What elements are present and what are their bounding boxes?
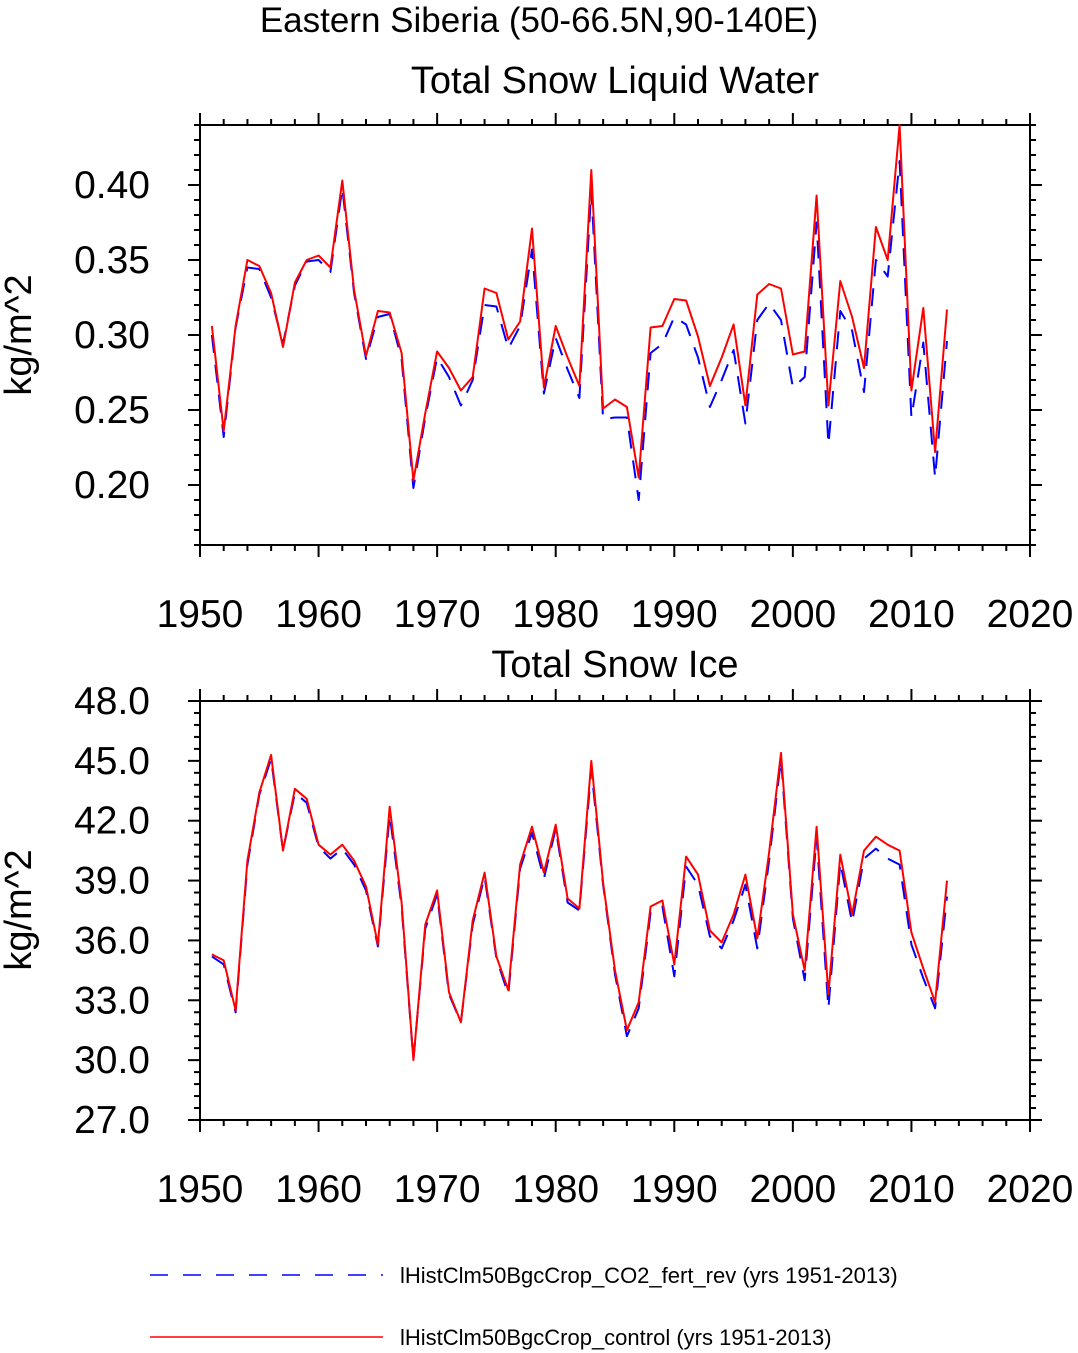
- plot-frame: [199, 124, 1031, 546]
- x-tick-label: 2010: [868, 1168, 955, 1211]
- y-tick-label: 30.0: [74, 1039, 150, 1082]
- y-tick-label: 39.0: [74, 860, 150, 903]
- x-tick-label: 2000: [749, 593, 836, 636]
- x-tick-label: 1950: [157, 593, 244, 636]
- x-tick-label: 1950: [157, 1168, 244, 1211]
- y-axis: 27.0 30.0 33.0 36.0 39.0 42.0 45.0 48.0: [74, 680, 1042, 1142]
- x-tick-label: 2020: [987, 593, 1074, 636]
- legend-item-co2-fert: lHistClm50BgcCrop_CO2_fert_rev (yrs 1951…: [150, 1263, 898, 1288]
- plot-frame: [199, 700, 1031, 1121]
- y-tick-label: 0.35: [74, 239, 150, 282]
- legend-label-control: lHistClm50BgcCrop_control (yrs 1951-2013…: [400, 1325, 832, 1350]
- x-tick-label: 2020: [987, 1168, 1074, 1211]
- x-tick-label: 2010: [868, 593, 955, 636]
- y-tick-label: 0.40: [74, 164, 150, 207]
- figure-title: Eastern Siberia (50-66.5N,90-140E): [260, 1, 818, 40]
- x-tick-label: 2000: [749, 1168, 836, 1211]
- y-tick-label: 42.0: [74, 800, 150, 843]
- x-axis: 1950 1960 1970 1980 1990 2000 2010 2020: [157, 113, 1074, 636]
- x-tick-label: 1980: [512, 593, 599, 636]
- y-tick-label: 27.0: [74, 1099, 150, 1142]
- y-tick-label: 0.30: [74, 314, 150, 357]
- panel-title: Total Snow Ice: [491, 644, 738, 686]
- x-tick-label: 1980: [512, 1168, 599, 1211]
- legend-item-control: lHistClm50BgcCrop_control (yrs 1951-2013…: [150, 1325, 832, 1350]
- y-tick-label: 45.0: [74, 740, 150, 783]
- y-tick-label: 48.0: [74, 680, 150, 723]
- y-tick-label: 33.0: [74, 979, 150, 1022]
- y-tick-label: 0.25: [74, 389, 150, 432]
- y-axis-label: kg/m^2: [0, 849, 40, 970]
- series-line-lhistclm50bgccrop-control-yrs-1951-2013: [211, 751, 948, 1062]
- x-tick-label: 1970: [394, 593, 481, 636]
- x-tick-label: 1990: [631, 593, 718, 636]
- x-tick-label: 1970: [394, 1168, 481, 1211]
- series-line-lhistclm50bgccrop-co2-fert-rev-yrs-1951-2013: [210, 160, 948, 501]
- x-tick-label: 1960: [275, 1168, 362, 1211]
- panel-title: Total Snow Liquid Water: [411, 60, 820, 102]
- y-axis: 0.20 0.25 0.30 0.35 0.40: [74, 124, 1042, 546]
- x-axis: 1950 1960 1970 1980 1990 2000 2010 2020: [157, 689, 1074, 1211]
- y-axis-label: kg/m^2: [0, 274, 40, 395]
- panel-total-snow-liquid-water: Total Snow Liquid Water kg/m^2 1950 1960 197…: [0, 60, 1073, 636]
- y-tick-label: 0.20: [74, 464, 150, 507]
- x-tick-label: 1990: [631, 1168, 718, 1211]
- x-tick-label: 1960: [275, 593, 362, 636]
- panel-total-snow-ice: Total Snow Ice kg/m^2 1950 1960 1970 1980 1990…: [0, 644, 1073, 1211]
- series-line-lhistclm50bgccrop-control-yrs-1951-2013: [210, 124, 948, 482]
- legend: lHistClm50BgcCrop_CO2_fert_rev (yrs 1951…: [150, 1263, 898, 1350]
- legend-label-co2-fert: lHistClm50BgcCrop_CO2_fert_rev (yrs 1951…: [400, 1263, 898, 1288]
- series-line-lhistclm50bgccrop-co2-fert-rev-yrs-1951-2013: [211, 757, 948, 1062]
- y-tick-label: 36.0: [74, 919, 150, 962]
